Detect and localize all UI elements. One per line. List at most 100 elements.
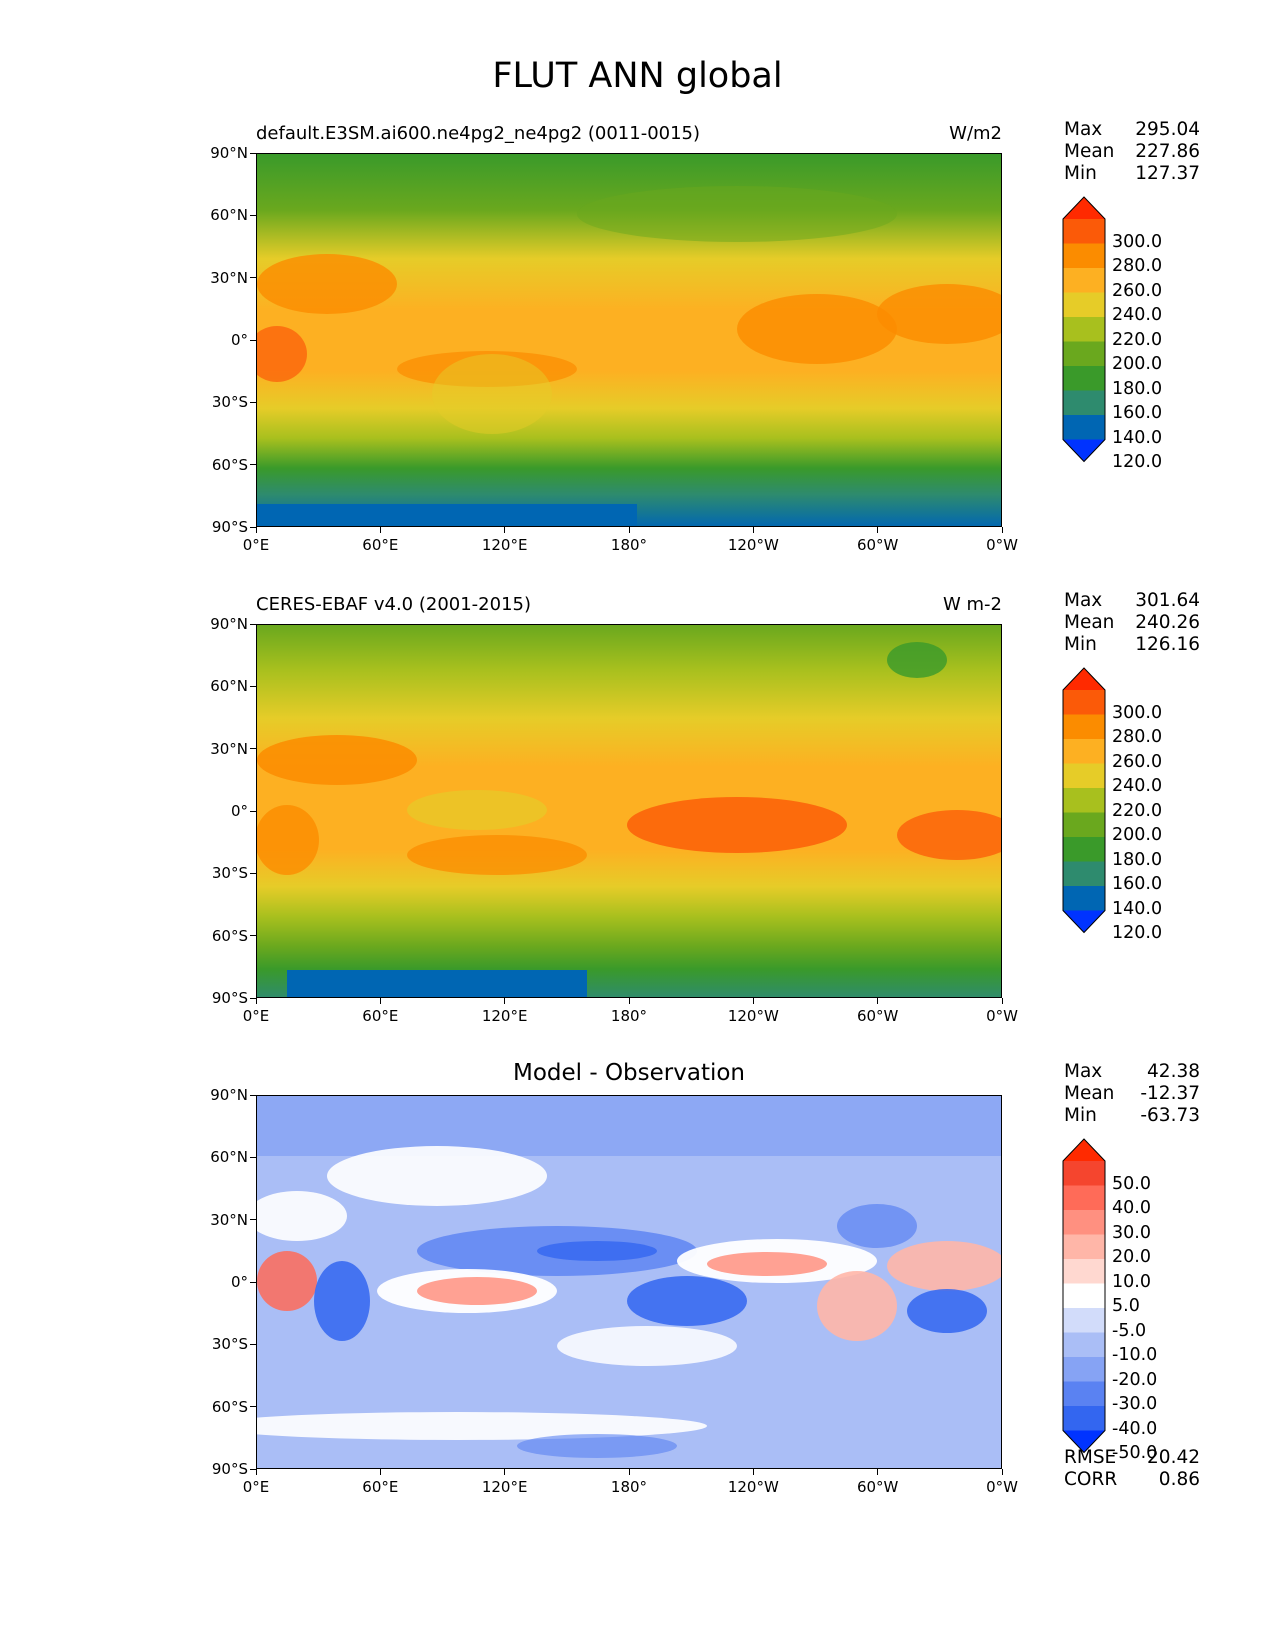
colorbar-tick-label: 30.0 (1112, 1222, 1151, 1243)
colorbar-segment (1063, 219, 1105, 244)
colorbar-tick-label: 120.0 (1112, 923, 1163, 943)
colorbar-segment (1063, 886, 1105, 911)
colorbar-extend-top (1063, 668, 1105, 690)
corr-label: CORR (1064, 1469, 1118, 1490)
colorbar-segment (1063, 788, 1105, 813)
colorbar-segment (1063, 415, 1105, 440)
colorbar-tick-label: 160.0 (1112, 874, 1163, 894)
lat-tick (250, 339, 256, 341)
lon-tick-label: 180° (610, 1478, 648, 1496)
stat-min-label: Min (1064, 1105, 1097, 1126)
colorbar-segment (1063, 1185, 1105, 1211)
lon-tick-label: 120°E (481, 1007, 528, 1025)
stat-max-label: Max (1064, 119, 1103, 140)
stat-max-value: 295.04 (1135, 119, 1200, 140)
lon-tick-label: 120°W (727, 1478, 779, 1496)
colorbar-segment (1063, 714, 1105, 740)
colorbar-tick-label: 300.0 (1112, 702, 1163, 723)
colorbar-segment (1063, 317, 1105, 342)
colorbar-segment (1063, 243, 1105, 269)
stat-max-value: 301.64 (1135, 590, 1200, 611)
colorbar-segment (1063, 1381, 1105, 1407)
colorbar-extend-top (1063, 197, 1105, 219)
colorbar-tick-label: 220.0 (1112, 800, 1163, 821)
stat-max-label: Max (1064, 1061, 1103, 1082)
lon-tick (752, 527, 754, 533)
lon-tick (1001, 1469, 1003, 1475)
colorbar-tick-label: 5.0 (1112, 1296, 1140, 1316)
lat-tick-label: 60°S (211, 455, 248, 474)
colorbar-tick-label: 280.0 (1112, 256, 1163, 276)
colorbar-tick-label: 50.0 (1112, 1173, 1151, 1194)
colorbar-tick-label: 240.0 (1112, 776, 1163, 796)
lon-tick (379, 998, 381, 1004)
stat-mean-label: Mean (1064, 1083, 1115, 1104)
lat-tick (250, 1406, 256, 1408)
stat-max-label: Max (1064, 590, 1103, 611)
colorbar-observation: 300.0 280.0 260.0 240.0 220.0 200.0 180.0 160.0… (1062, 667, 1162, 943)
lat-tick (250, 748, 256, 750)
lat-tick (250, 464, 256, 466)
colorbar-tick-label: -5.0 (1112, 1320, 1147, 1341)
map-model-field (257, 154, 1001, 526)
colorbar-segment (1063, 292, 1105, 318)
lat-tick-label: 90°N (210, 615, 248, 633)
lat-tick-label: 0° (230, 802, 248, 820)
lon-tick-label: 120°E (481, 536, 528, 554)
colorbar-tick-label: 180.0 (1112, 849, 1163, 870)
colorbar-outline (1062, 196, 1106, 463)
lat-tick (250, 1468, 256, 1470)
panel-observation-stats: Max 301.64 Mean 240.26 Min 126.16 (1064, 590, 1200, 656)
panel-observation-units: W m-2 (942, 594, 1002, 615)
rmse-value: 20.42 (1147, 1447, 1200, 1468)
colorbar-tick-label: 140.0 (1112, 898, 1163, 919)
lat-tick (250, 623, 256, 625)
lat-tick (250, 1156, 256, 1158)
lon-tick (628, 527, 630, 533)
stat-min-value: 127.37 (1135, 163, 1200, 184)
panel-model-stats: Max 295.04 Mean 227.86 Min 127.37 (1064, 119, 1200, 185)
lat-tick-label: 60°N (210, 1148, 248, 1167)
lat-tick (250, 872, 256, 874)
colorbar-segment (1063, 812, 1105, 838)
panel-difference-stats: Max 42.38 Mean -12.37 Min -63.73 (1064, 1061, 1200, 1127)
colorbar-tick-label: 220.0 (1112, 329, 1163, 350)
colorbar-segment (1063, 1259, 1105, 1284)
colorbar-segment (1063, 739, 1105, 764)
lon-tick-label: 120°W (727, 536, 779, 554)
lon-tick-label: 0°E (242, 1478, 270, 1496)
lon-tick-label: 60°W (856, 1478, 899, 1496)
rmse-label: RMSE (1064, 1447, 1117, 1468)
colorbar-segment (1063, 690, 1105, 715)
colorbar-tick-label: 260.0 (1112, 280, 1163, 301)
colorbar-extend-bottom (1063, 439, 1105, 462)
stat-min-value: -63.73 (1140, 1105, 1200, 1126)
lon-tick (1001, 998, 1003, 1004)
lon-tick (504, 1469, 506, 1475)
colorbar-difference: 50.0 40.0 30.0 20.0 10.0 5.0 -5.0 -10.0 -20.0 -30… (1062, 1138, 1157, 1463)
colorbar-outline (1062, 1138, 1106, 1454)
colorbar-segment (1063, 1210, 1105, 1235)
lon-tick-label: 0°E (242, 536, 270, 554)
lat-tick (250, 1219, 256, 1221)
colorbar-graphic (1062, 667, 1106, 934)
colorbar-tick-label: 280.0 (1112, 727, 1163, 747)
colorbar-tick-label: 120.0 (1112, 452, 1163, 472)
lon-tick (504, 527, 506, 533)
colorbar-segment (1063, 1332, 1105, 1358)
colorbar-segment (1063, 1357, 1105, 1382)
colorbar-tick-label: 10.0 (1112, 1271, 1151, 1292)
lat-tick (250, 685, 256, 687)
lat-tick-label: 60°S (211, 926, 248, 945)
colorbar-segment (1063, 268, 1105, 293)
stat-mean-value: 227.86 (1135, 141, 1200, 162)
lat-tick (250, 1343, 256, 1345)
lon-tick (379, 527, 381, 533)
map-difference (256, 1095, 1002, 1469)
colorbar-segment (1063, 861, 1105, 887)
stat-mean-label: Mean (1064, 612, 1115, 633)
colorbar-segment (1063, 390, 1105, 416)
lon-tick-label: 60°E (362, 1478, 399, 1496)
colorbar-tick-label: 300.0 (1112, 231, 1163, 252)
colorbar-segment (1063, 1308, 1105, 1333)
